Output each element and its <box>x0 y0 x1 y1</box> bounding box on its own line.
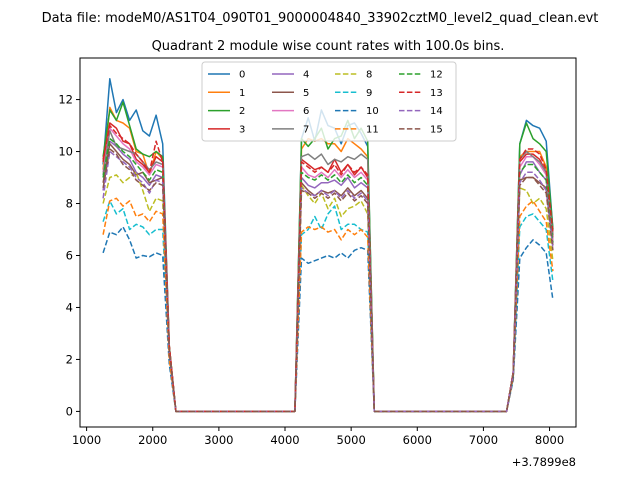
legend-label-3: 3 <box>239 125 245 136</box>
plot-frame <box>79 57 577 428</box>
y-tick-label: 6 <box>66 248 73 262</box>
figure-suptitle: Data file: modeM0/AS1T04_090T01_90000048… <box>42 11 599 26</box>
x-axis: 1000 2000 3000 4000 5000 6000 7000 8000 <box>72 427 564 447</box>
legend-label-7: 7 <box>303 125 309 136</box>
x-tick-label: 6000 <box>403 433 432 447</box>
legend-label-11: 11 <box>366 125 379 136</box>
legend-label-4: 4 <box>303 70 309 81</box>
legend-label-13: 13 <box>430 88 443 99</box>
x-tick-label: 5000 <box>337 433 366 447</box>
legend-label-0: 0 <box>239 70 245 81</box>
y-tick-label: 12 <box>58 93 73 107</box>
x-tick-label: 2000 <box>138 433 167 447</box>
x-tick-label: 4000 <box>270 433 299 447</box>
legend-label-12: 12 <box>430 70 443 81</box>
x-axis-offset-label: +3.7899e8 <box>512 455 576 469</box>
y-tick-label: 2 <box>66 352 73 366</box>
series-line-15 <box>102 148 554 413</box>
legend-label-5: 5 <box>303 88 309 99</box>
legend-label-8: 8 <box>366 70 372 81</box>
series-line-11 <box>102 197 554 413</box>
x-tick-label: 7000 <box>469 433 498 447</box>
legend-label-6: 6 <box>303 106 309 117</box>
legend-label-14: 14 <box>430 106 443 117</box>
x-tick-label: 1000 <box>72 433 101 447</box>
chart-title: Quadrant 2 module wise count rates with … <box>152 39 505 54</box>
y-tick-label: 8 <box>66 197 73 211</box>
x-tick-label: 8000 <box>535 433 564 447</box>
legend-label-10: 10 <box>366 106 379 117</box>
y-tick-label: 4 <box>66 300 73 314</box>
legend-label-2: 2 <box>239 106 245 117</box>
y-axis: 0 2 4 6 8 10 12 <box>58 93 80 418</box>
y-tick-label: 0 <box>66 404 73 418</box>
legend-box <box>201 61 457 142</box>
legend-label-1: 1 <box>239 88 245 99</box>
series-layer <box>102 78 554 413</box>
x-tick-label: 3000 <box>204 433 233 447</box>
legend-label-15: 15 <box>430 125 443 136</box>
y-tick-label: 10 <box>58 145 73 159</box>
series-line-10 <box>102 226 554 413</box>
legend-label-9: 9 <box>366 88 372 99</box>
